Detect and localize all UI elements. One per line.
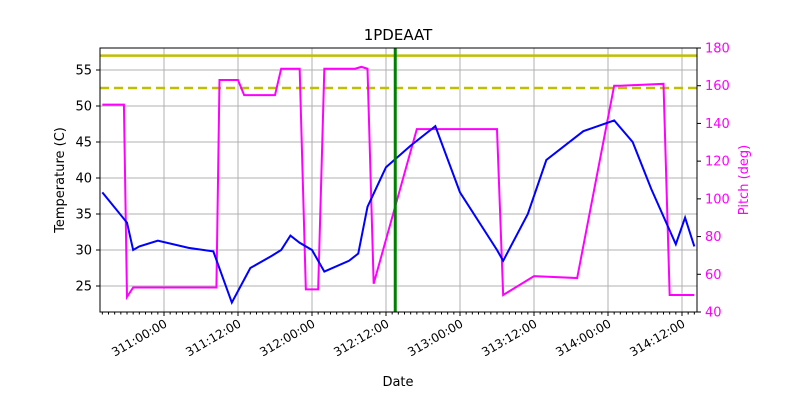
y-tick-label: 30 <box>75 244 92 259</box>
y2-tick-label: 160 <box>705 79 730 94</box>
y2-tick-label: 60 <box>705 268 722 283</box>
x-tick-label: 311:00:00 <box>109 316 169 359</box>
y-tick-label: 45 <box>75 136 92 151</box>
y2-axis-label: Pitch (deg) <box>737 145 752 215</box>
y2-tick-label: 120 <box>705 155 730 170</box>
y-tick-label: 25 <box>75 280 92 295</box>
x-axis-ticks: 311:00:00 311:12:00 312:00:00 312:12:00 313:… <box>101 312 695 359</box>
x-tick-label: 314:00:00 <box>553 316 613 359</box>
x-axis-label: Date <box>382 375 413 390</box>
y-tick-label: 55 <box>75 64 92 79</box>
x-tick-label: 314:12:00 <box>627 316 687 359</box>
grid-lines <box>100 48 697 312</box>
y2-tick-label: 80 <box>705 230 722 245</box>
y-tick-label: 50 <box>75 100 92 115</box>
temperature-series-line <box>101 119 696 306</box>
y2-tick-label: 100 <box>705 192 730 207</box>
pitch-series-line <box>102 65 695 301</box>
x-tick-label: 313:00:00 <box>405 316 465 359</box>
chart-title: 1PDEAAT <box>364 26 433 44</box>
x-tick-label: 312:00:00 <box>257 316 317 359</box>
x-tick-label: 313:12:00 <box>479 316 539 359</box>
x-tick-label: 311:12:00 <box>183 316 243 359</box>
y-axis-label: Temperature (C) <box>53 127 68 234</box>
y2-tick-label: 40 <box>705 306 722 321</box>
y-tick-label: 35 <box>75 208 92 223</box>
y2-axis-ticks: 40 60 80 100 120 140 160 180 <box>697 42 730 321</box>
y2-tick-label: 180 <box>705 42 730 57</box>
y-axis-ticks: 25 30 35 40 45 50 55 <box>75 64 100 295</box>
reference-lines <box>100 54 697 90</box>
x-tick-label: 312:12:00 <box>331 316 391 359</box>
y-tick-label: 40 <box>75 172 92 187</box>
y2-tick-label: 140 <box>705 117 730 132</box>
